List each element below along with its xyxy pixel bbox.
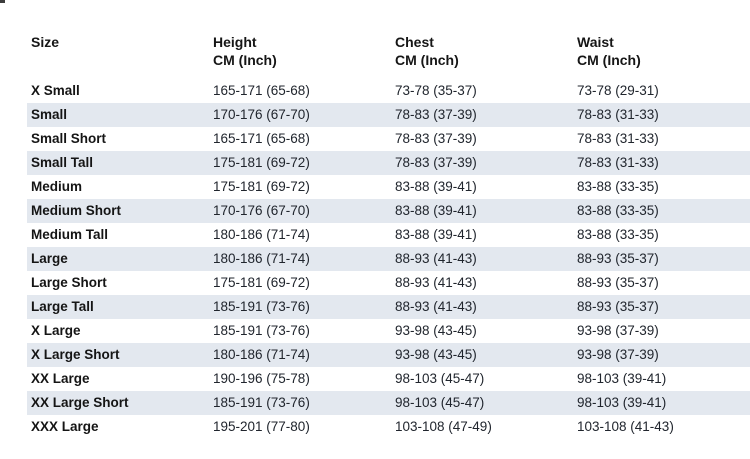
- column-label: Size: [31, 34, 60, 50]
- chest-cell: 73-78 (35-37): [395, 83, 477, 98]
- table-row: Large Tall 185-191 (73-76) 88-93 (41-43)…: [27, 295, 750, 319]
- column-label: Chest: [395, 34, 434, 50]
- waist-cell: 83-88 (33-35): [577, 179, 659, 194]
- height-cell: 175-181 (69-72): [213, 275, 310, 290]
- size-cell: Medium: [31, 179, 83, 194]
- table-row: X Small 165-171 (65-68) 73-78 (35-37) 73…: [27, 79, 750, 103]
- waist-cell: 98-103 (39-41): [577, 371, 667, 386]
- column-sublabel: CM (Inch): [395, 52, 459, 68]
- waist-cell: 78-83 (31-33): [577, 155, 659, 170]
- table-row: XXX Large 195-201 (77-80) 103-108 (47-49…: [27, 415, 750, 439]
- size-cell: X Small: [31, 83, 80, 98]
- table-row: Medium Short 170-176 (67-70) 83-88 (39-4…: [27, 199, 750, 223]
- column-label: Height: [213, 34, 257, 50]
- height-cell: 190-196 (75-78): [213, 371, 310, 386]
- height-cell: 180-186 (71-74): [213, 227, 310, 242]
- table-row: Large 180-186 (71-74) 88-93 (41-43) 88-9…: [27, 247, 750, 271]
- chest-cell: 88-93 (41-43): [395, 251, 477, 266]
- size-cell: XXX Large: [31, 419, 99, 434]
- height-cell: 195-201 (77-80): [213, 419, 310, 434]
- waist-cell: 88-93 (35-37): [577, 275, 659, 290]
- height-cell: 180-186 (71-74): [213, 347, 310, 362]
- column-header-chest: Chest CM (Inch): [395, 33, 577, 79]
- waist-cell: 88-93 (35-37): [577, 251, 659, 266]
- size-cell: XX Large: [31, 371, 90, 386]
- waist-cell: 98-103 (39-41): [577, 395, 667, 410]
- table-row: X Large Short 180-186 (71-74) 93-98 (43-…: [27, 343, 750, 367]
- size-cell: Small Tall: [31, 155, 94, 170]
- table-row: XX Large 190-196 (75-78) 98-103 (45-47) …: [27, 367, 750, 391]
- size-cell: X Large Short: [31, 347, 120, 362]
- column-header-size: Size: [27, 33, 213, 79]
- size-cell: Large Short: [31, 275, 107, 290]
- table-row: XX Large Short 185-191 (73-76) 98-103 (4…: [27, 391, 750, 415]
- chest-cell: 83-88 (39-41): [395, 227, 477, 242]
- height-cell: 185-191 (73-76): [213, 299, 310, 314]
- height-cell: 185-191 (73-76): [213, 395, 310, 410]
- height-cell: 165-171 (65-68): [213, 131, 310, 146]
- chest-cell: 78-83 (37-39): [395, 131, 477, 146]
- column-label: Waist: [577, 34, 614, 50]
- size-chart-header: Size Height CM (Inch) Chest CM (Inch) Wa…: [27, 33, 750, 79]
- size-chart-body: X Small 165-171 (65-68) 73-78 (35-37) 73…: [27, 79, 750, 439]
- chest-cell: 88-93 (41-43): [395, 275, 477, 290]
- corner-artifact: [0, 0, 5, 3]
- size-chart-table: Size Height CM (Inch) Chest CM (Inch) Wa…: [27, 33, 750, 439]
- height-cell: 185-191 (73-76): [213, 323, 310, 338]
- chest-cell: 88-93 (41-43): [395, 299, 477, 314]
- height-cell: 175-181 (69-72): [213, 155, 310, 170]
- column-header-height: Height CM (Inch): [213, 33, 395, 79]
- size-cell: X Large: [31, 323, 81, 338]
- waist-cell: 93-98 (37-39): [577, 323, 659, 338]
- column-sublabel: CM (Inch): [577, 52, 641, 68]
- size-cell: Small: [31, 107, 68, 122]
- table-row: Medium 175-181 (69-72) 83-88 (39-41) 83-…: [27, 175, 750, 199]
- table-row: Small 170-176 (67-70) 78-83 (37-39) 78-8…: [27, 103, 750, 127]
- chest-cell: 103-108 (47-49): [395, 419, 492, 434]
- size-cell: Small Short: [31, 131, 107, 146]
- table-row: Small Short 165-171 (65-68) 78-83 (37-39…: [27, 127, 750, 151]
- column-sublabel: CM (Inch): [213, 52, 277, 68]
- chest-cell: 93-98 (43-45): [395, 347, 477, 362]
- waist-cell: 83-88 (33-35): [577, 203, 659, 218]
- chest-cell: 98-103 (45-47): [395, 371, 485, 386]
- table-row: X Large 185-191 (73-76) 93-98 (43-45) 93…: [27, 319, 750, 343]
- header-row: Size Height CM (Inch) Chest CM (Inch) Wa…: [27, 33, 750, 79]
- height-cell: 170-176 (67-70): [213, 107, 310, 122]
- height-cell: 170-176 (67-70): [213, 203, 310, 218]
- chest-cell: 78-83 (37-39): [395, 107, 477, 122]
- waist-cell: 83-88 (33-35): [577, 227, 659, 242]
- column-header-waist: Waist CM (Inch): [577, 33, 750, 79]
- size-cell: XX Large Short: [31, 395, 129, 410]
- chest-cell: 78-83 (37-39): [395, 155, 477, 170]
- height-cell: 165-171 (65-68): [213, 83, 310, 98]
- table-row: Medium Tall 180-186 (71-74) 83-88 (39-41…: [27, 223, 750, 247]
- waist-cell: 88-93 (35-37): [577, 299, 659, 314]
- waist-cell: 73-78 (29-31): [577, 83, 659, 98]
- size-cell: Large Tall: [31, 299, 94, 314]
- waist-cell: 93-98 (37-39): [577, 347, 659, 362]
- height-cell: 180-186 (71-74): [213, 251, 310, 266]
- size-cell: Large: [31, 251, 68, 266]
- waist-cell: 78-83 (31-33): [577, 131, 659, 146]
- table-row: Small Tall 175-181 (69-72) 78-83 (37-39)…: [27, 151, 750, 175]
- table-row: Large Short 175-181 (69-72) 88-93 (41-43…: [27, 271, 750, 295]
- size-cell: Medium Short: [31, 203, 121, 218]
- height-cell: 175-181 (69-72): [213, 179, 310, 194]
- chest-cell: 93-98 (43-45): [395, 323, 477, 338]
- chest-cell: 83-88 (39-41): [395, 203, 477, 218]
- waist-cell: 78-83 (31-33): [577, 107, 659, 122]
- chest-cell: 83-88 (39-41): [395, 179, 477, 194]
- waist-cell: 103-108 (41-43): [577, 419, 674, 434]
- size-cell: Medium Tall: [31, 227, 109, 242]
- chest-cell: 98-103 (45-47): [395, 395, 485, 410]
